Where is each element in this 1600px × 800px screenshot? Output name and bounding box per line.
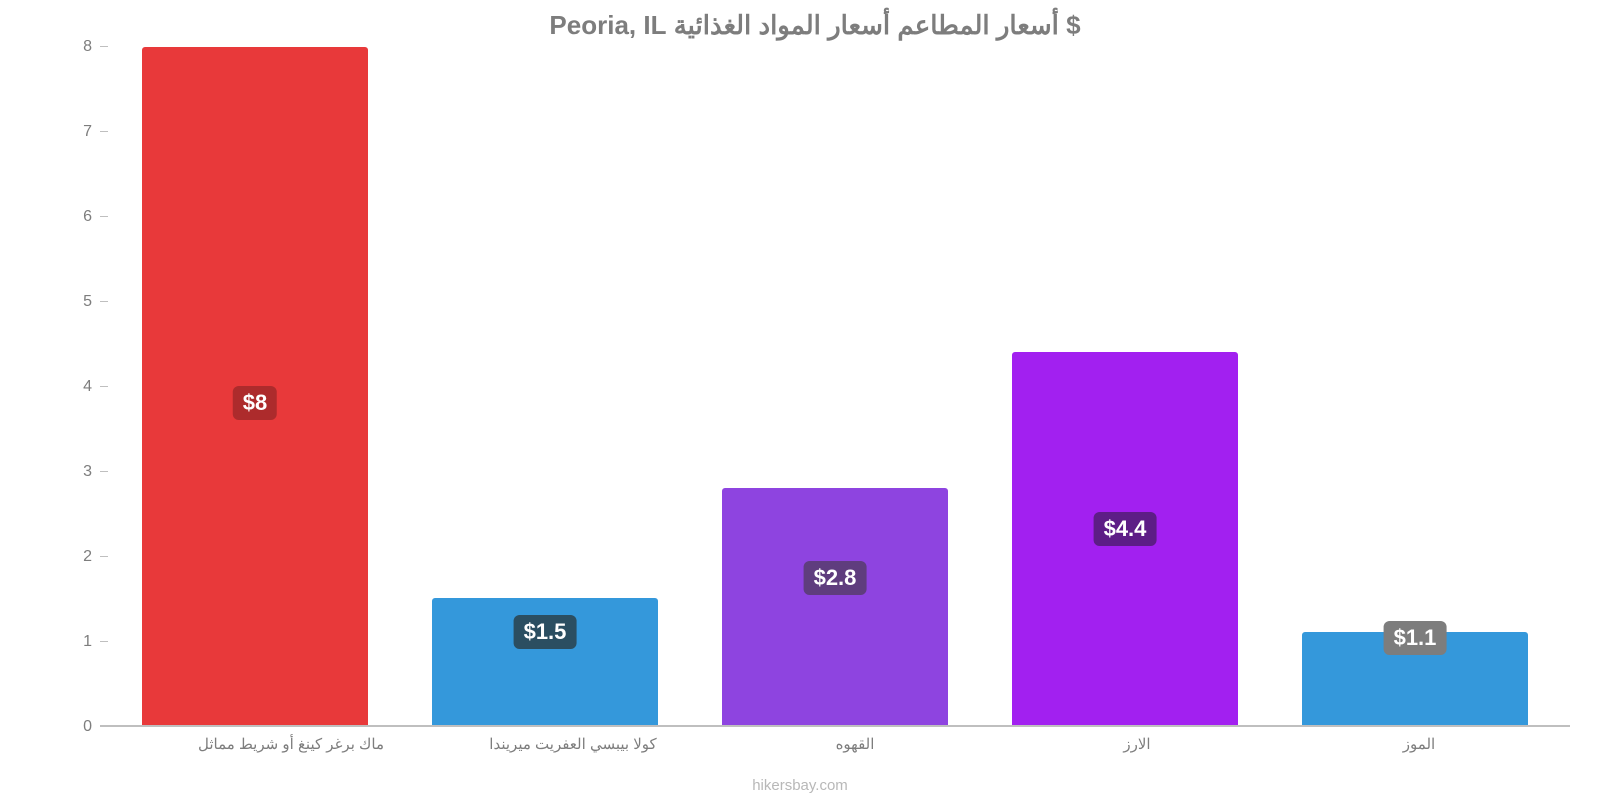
y-tick-label: 2	[83, 548, 92, 566]
x-axis-label: ماك برغر كينغ أو شريط مماثل	[150, 735, 432, 753]
watermark: hikersbay.com	[0, 777, 1600, 794]
bar-slot: $2.8	[690, 47, 980, 725]
y-tick-label: 5	[83, 293, 92, 311]
y-tick-mark	[100, 386, 108, 387]
y-tick-mark	[100, 556, 108, 557]
bar: $8	[142, 47, 368, 725]
bar: $4.4	[1012, 352, 1238, 725]
bar-slot: $4.4	[980, 47, 1270, 725]
x-axis-label: كولا بيبسي العفريت ميريندا	[432, 735, 714, 753]
x-axis-labels: ماك برغر كينغ أو شريط مماثلكولا بيبسي ال…	[140, 735, 1570, 753]
bar: $1.5	[432, 598, 658, 725]
y-tick-mark	[100, 131, 108, 132]
y-tick-mark	[100, 471, 108, 472]
y-tick-label: 3	[83, 463, 92, 481]
y-tick-mark	[100, 216, 108, 217]
y-axis: 012345678	[60, 47, 100, 727]
plot-area: $8$1.5$2.8$4.4$1.1 ماك برغر كينغ أو شريط…	[100, 47, 1570, 727]
bar-slot: $1.1	[1270, 47, 1560, 725]
x-axis-label: الموز	[1278, 735, 1560, 753]
bar-value-label: $1.1	[1384, 621, 1447, 655]
y-tick-label: 1	[83, 633, 92, 651]
bar-value-label: $4.4	[1094, 512, 1157, 546]
y-tick-mark	[100, 726, 108, 727]
y-tick-label: 6	[83, 208, 92, 226]
x-axis-label: الارز	[996, 735, 1278, 753]
bar-value-label: $2.8	[804, 561, 867, 595]
bar-slot: $8	[110, 47, 400, 725]
bar: $1.1	[1302, 632, 1528, 725]
y-tick-mark	[100, 301, 108, 302]
y-tick-mark	[100, 46, 108, 47]
x-axis-label: القهوه	[714, 735, 996, 753]
y-tick-label: 7	[83, 123, 92, 141]
y-tick-label: 8	[83, 38, 92, 56]
bar: $2.8	[722, 488, 948, 725]
chart-container: $ أسعار المطاعم أسعار المواد الغذائية Pe…	[0, 0, 1600, 800]
chart-title: $ أسعار المطاعم أسعار المواد الغذائية Pe…	[60, 10, 1570, 41]
plot: 012345678 $8$1.5$2.8$4.4$1.1 ماك برغر كي…	[60, 47, 1570, 727]
bar-value-label: $1.5	[514, 615, 577, 649]
y-tick-label: 0	[83, 718, 92, 736]
bars-group: $8 $1.5 $2.8 $4.4 $1.1	[100, 47, 1570, 725]
bar-value-label: $8	[233, 386, 277, 420]
y-tick-mark	[100, 641, 108, 642]
y-tick-label: 4	[83, 378, 92, 396]
bar-slot: $1.5	[400, 47, 690, 725]
